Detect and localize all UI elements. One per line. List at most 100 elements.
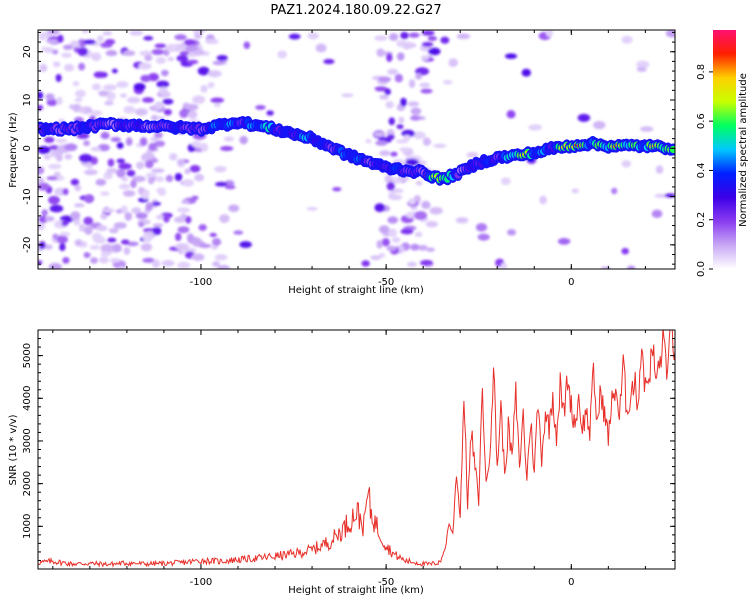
spectrogram-noise-cell <box>118 265 126 269</box>
spectrogram-noise-cell <box>401 129 415 138</box>
spectrogram-noise-cell <box>129 30 144 36</box>
y-tick-label: -20 <box>22 237 33 253</box>
spectrogram-noise-cell <box>38 104 44 111</box>
spectrogram-noise-cell <box>135 161 145 170</box>
spectrogram-noise-cell <box>214 254 228 261</box>
spectrogram-noise-cell <box>111 68 118 74</box>
colorbar-tick-label: 0.6 <box>696 113 707 129</box>
spectrogram-noise-cell <box>73 203 85 208</box>
snr-panel: -100 -50 0 5000 4000 3000 2000 1000 Height of … <box>8 329 676 596</box>
colorbar-gradient <box>713 30 736 269</box>
spectrogram-noise-cell <box>186 233 194 243</box>
spectrogram-noise-cell <box>121 176 129 182</box>
spectrogram-noise-cell <box>46 98 58 107</box>
spectrogram-noise-cell <box>205 38 219 45</box>
spectrogram-noise-cell <box>38 177 44 184</box>
spectrogram-noise-cell <box>121 239 130 245</box>
spectrogram-noise-cell <box>421 200 431 210</box>
spectrogram-noise-cell <box>48 195 60 205</box>
spectrogram-noise-cell <box>386 53 393 62</box>
spectrogram-noise-cell <box>49 204 64 213</box>
spectrogram-noise-cell <box>191 141 202 148</box>
spectrogram-noise-cell <box>611 187 618 195</box>
spectrogram-noise-cell <box>593 120 606 130</box>
spectrogram-noise-cell <box>83 140 90 147</box>
spectrogram-noise-cell <box>151 259 161 268</box>
spectrogram-noise-cell <box>577 113 591 123</box>
spectrogram-noise-cell <box>119 93 127 98</box>
spectrogram-noise-cell <box>110 137 121 143</box>
spectrogram-noise-cell <box>141 190 150 200</box>
spectrogram-noise-cell <box>370 255 382 261</box>
spectrogram-noise-cell <box>83 194 95 204</box>
spectrogram-noise-cell <box>145 202 154 211</box>
spectrogram-noise-cell <box>427 36 437 41</box>
spectrogram-noise-cell <box>100 131 110 140</box>
spectrogram-noise-cell <box>61 52 72 58</box>
spectrogram-noise-cell <box>193 49 205 56</box>
spectrogram-noise-cell <box>152 226 162 236</box>
spectrogram-noise-cell <box>122 50 136 57</box>
spectrogram-noise-cell <box>408 79 416 89</box>
spectrogram-noise-cell <box>448 58 459 68</box>
x-tick-label: 0 <box>568 577 574 588</box>
spectrogram-noise-cell <box>61 220 69 227</box>
spectrogram-noise-cell <box>420 88 433 94</box>
spectrogram-noise-cell <box>155 57 166 65</box>
spectrogram-noise-cell <box>429 206 443 215</box>
spectrogram-noise-cell <box>57 34 64 43</box>
spectrogram-noise-cell <box>55 74 62 82</box>
spectrogram-noise-cell <box>115 209 123 214</box>
spectrogram-noise-cell <box>124 212 133 221</box>
spectrogram-noise-cell <box>90 257 98 264</box>
spectrogram-noise-cell <box>378 225 390 234</box>
spectrogram-noise-cell <box>198 243 212 248</box>
spectrogram-noise-cell <box>106 91 116 101</box>
spectrogram-noise-cell <box>107 158 115 167</box>
spectrogram-noise-cell <box>165 43 178 53</box>
spectrogram-noise-cell <box>38 145 51 155</box>
spectrogram-noise-cell <box>179 50 190 56</box>
spectrogram-noise-cell <box>386 245 397 251</box>
spectrogram-noise-cell <box>91 52 102 62</box>
spectrogram-noise-cell <box>386 181 395 191</box>
spectrogram-noise-cell <box>52 61 61 68</box>
spectrogram-noise-cell <box>384 174 393 184</box>
spectrogram-noise-cell <box>134 108 148 116</box>
spectrogram-noise-cell <box>39 63 48 72</box>
spectrogram-noise-cell <box>151 49 165 56</box>
spectrogram-noise-cell <box>184 168 191 175</box>
spectrogram-noise-cell <box>44 244 53 250</box>
spectrogram-noise-cell <box>176 54 189 62</box>
spectrogram-noise-cell <box>177 158 186 166</box>
spectrogram-noise-cell <box>47 30 60 35</box>
spectrogram-noise-cell <box>504 53 518 59</box>
spectrogram-noise-cell <box>62 256 70 264</box>
spectrogram-noise-cell <box>214 103 221 108</box>
spectrogram-noise-cell <box>46 39 59 44</box>
y-tick-label: -10 <box>22 188 33 204</box>
spectrogram-noise-cell <box>70 211 81 221</box>
snr-y-ticks: 5000 4000 3000 2000 1000 <box>22 329 675 561</box>
spectrogram-noise-cell <box>385 101 394 109</box>
spectrogram-noise-cell <box>162 98 174 105</box>
spectrogram-noise-cell <box>387 216 399 224</box>
spectrogram-noise-cell <box>194 173 205 182</box>
y-tick-label: 5000 <box>22 343 33 368</box>
spectrogram-noise-cell <box>102 31 113 36</box>
spectrogram-noise-cell <box>332 187 342 192</box>
spectrogram-noise-cell <box>407 261 417 268</box>
spectrogram-noise-cell <box>211 238 222 246</box>
y-tick-label: 20 <box>22 45 33 58</box>
spectrogram-noise-cell <box>116 158 126 164</box>
spectrogram-noise-cell <box>217 264 231 269</box>
colorbar-tick-label: 0.2 <box>696 212 707 228</box>
spectrogram-noise-cell <box>145 172 157 178</box>
spectrogram-ridge-layer <box>38 115 675 186</box>
spectrogram-x-axis-label: Height of straight line (km) <box>288 285 424 296</box>
spectrogram-noise-cell <box>410 107 422 116</box>
spectrogram-noise-cell <box>200 142 209 152</box>
spectrogram-noise-cell <box>131 175 146 183</box>
spectrogram-noise-cell <box>151 168 165 173</box>
